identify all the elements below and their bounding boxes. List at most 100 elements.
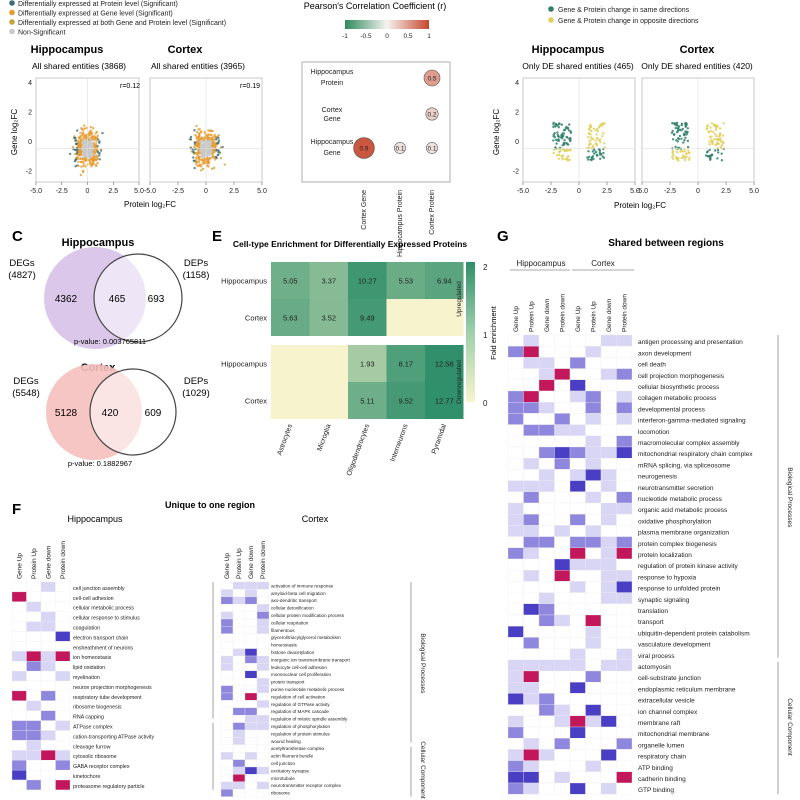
panel-g-term-label: synaptic signaling xyxy=(638,597,690,604)
panel-a-hippo-subtitle: All shared entities (3868) xyxy=(32,61,126,71)
scatter-point xyxy=(675,150,679,154)
scatter-point xyxy=(213,156,216,159)
panel-f-cortex-col-label: Protein Up xyxy=(236,548,243,579)
panel-f-hippo-cell xyxy=(11,740,27,751)
scatter-point xyxy=(82,149,86,152)
panel-g-cell xyxy=(600,435,617,448)
scatter-point xyxy=(591,144,595,147)
panel-e-cell xyxy=(348,299,387,336)
panel-g-cell xyxy=(600,726,617,739)
scatter-point xyxy=(591,150,594,153)
panel-c-cortex-degs-label: DEGs xyxy=(13,376,39,387)
panel-g-cell xyxy=(616,771,633,784)
panel-g-cell xyxy=(507,614,524,627)
scatter-point xyxy=(596,127,599,130)
panel-e-cell-value: 5.53 xyxy=(398,277,413,286)
panel-e-row-label: Hippocampus xyxy=(221,360,267,369)
panel-g-cell xyxy=(507,782,524,795)
panel-g-cell xyxy=(585,357,602,369)
panel-f-hippo-cell xyxy=(55,700,71,711)
panel-f-hippo-term-label: myelination xyxy=(73,675,100,681)
scatter-point xyxy=(706,150,709,153)
scatter-point xyxy=(195,158,198,162)
scatter-point xyxy=(601,155,604,158)
scatter-point xyxy=(189,138,192,141)
panel-f-cortex-cell xyxy=(256,685,270,694)
panel-f-cortex-term-label: glycerol/triacylglycerol metabolism xyxy=(271,635,341,640)
panel-g-cell xyxy=(523,334,540,347)
scatter-point xyxy=(193,145,196,149)
panel-f-cortex-cell xyxy=(232,648,246,657)
scatter-point xyxy=(708,140,711,143)
panel-g-cell xyxy=(600,346,617,358)
panel-f-cortex-cell xyxy=(256,611,270,620)
panel-f-hippo-term-label: ensheathment of neurons xyxy=(73,645,133,651)
panel-g-cell xyxy=(569,704,586,716)
panel-f-cortex-term-label: leukocyte cell-cell adhesion xyxy=(271,665,327,670)
panel-g-cell xyxy=(616,738,633,750)
panel-f-hippo-cell xyxy=(40,769,56,781)
panel-f-cortex-cell xyxy=(232,744,246,753)
scatter-point xyxy=(77,160,80,164)
panel-g-cell xyxy=(616,346,633,358)
panel-g-cell xyxy=(585,514,602,526)
panel-f-cortex-cell xyxy=(244,633,258,642)
panel-g-cell xyxy=(507,547,524,560)
panel-g-cell xyxy=(554,525,571,537)
scatter-point xyxy=(675,139,678,142)
panel-d-ytick-label: 0 xyxy=(515,139,519,146)
panel-f-cortex-term-label: protein transport xyxy=(271,680,305,685)
scatter-point xyxy=(591,137,595,141)
panel-a-ytick-label: 4 xyxy=(28,80,32,87)
panel-a-xlabel: Protein log₂FC xyxy=(124,200,176,209)
panel-g-cell xyxy=(616,547,633,560)
scatter-point xyxy=(213,135,217,138)
scatter-point xyxy=(95,155,98,158)
panel-f-cortex-cell xyxy=(244,700,258,708)
scatter-point xyxy=(91,160,95,163)
scatter-point xyxy=(714,149,717,152)
panel-f-hippo-cell xyxy=(55,661,71,672)
panel-g-cell xyxy=(616,626,633,638)
panel-g-cell xyxy=(554,626,571,638)
scatter-point xyxy=(79,131,82,135)
panel-g-cell xyxy=(538,614,555,627)
scatter-point xyxy=(562,154,565,157)
panel-g-cell xyxy=(538,514,555,526)
scatter-point xyxy=(675,131,679,134)
panel-f-cortex-cell xyxy=(256,759,270,768)
scatter-point xyxy=(201,167,205,171)
panel-g-cell xyxy=(616,648,633,660)
panel-d-xtick-label: -5.0 xyxy=(517,188,529,195)
panel-f-cortex-cell xyxy=(220,596,234,605)
legend-entry-label: Gene & Protein change in same directions xyxy=(558,7,690,14)
scatter-point xyxy=(722,122,725,125)
panel-g-cell xyxy=(585,726,602,739)
scatter-point xyxy=(80,148,84,151)
panel-g-term-label: extracellular vesicle xyxy=(638,698,695,705)
scatter-point xyxy=(717,135,721,138)
scatter-point xyxy=(688,151,691,154)
panel-g-cell xyxy=(554,424,571,436)
scatter-point xyxy=(556,131,559,134)
scatter-point xyxy=(598,138,602,141)
panel-f-hippo-term-label: kinetochore xyxy=(73,774,100,780)
scatter-point xyxy=(83,127,86,130)
scatter-point xyxy=(603,142,606,145)
scatter-point xyxy=(676,137,680,140)
panel-g-cell xyxy=(616,558,633,571)
panel-g-cell xyxy=(600,357,617,369)
panel-g-cell xyxy=(507,693,524,705)
scatter-point xyxy=(197,155,200,158)
scatter-point xyxy=(714,143,717,147)
panel-g-term-label: transport xyxy=(638,619,664,626)
panel-e-col-label: Microglia xyxy=(316,423,332,452)
scatter-point xyxy=(552,121,555,125)
panel-f-hippo-cell xyxy=(55,779,71,791)
panel-e-cell xyxy=(271,299,310,336)
panel-f-cortex-cell xyxy=(244,781,258,790)
panel-g-cell xyxy=(585,771,602,784)
panel-d-xtick-label: -2.5 xyxy=(545,188,557,195)
panel-f-cortex-cell xyxy=(220,752,234,760)
panel-g-cell xyxy=(600,715,617,728)
